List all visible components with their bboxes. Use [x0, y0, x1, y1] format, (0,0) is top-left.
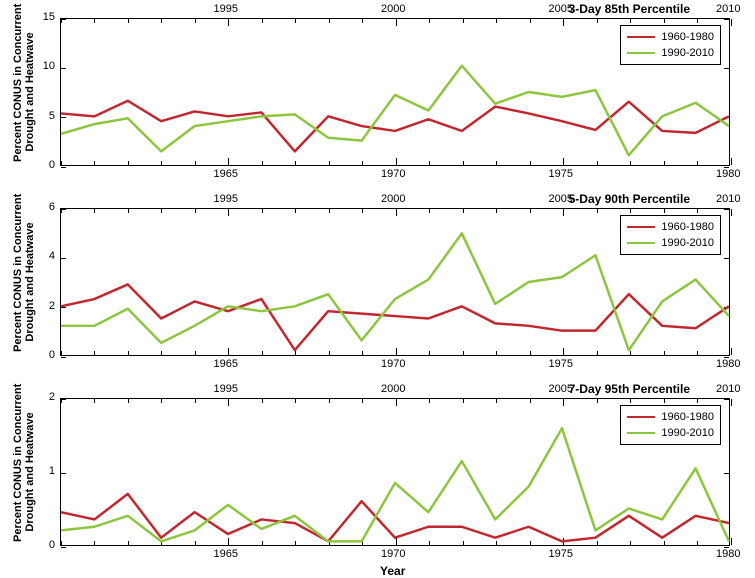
- x-top-tick-label: 2000: [381, 194, 405, 205]
- legend-label: 1990-2010: [661, 47, 714, 59]
- series-line: [61, 284, 729, 350]
- y-tick-label: 15: [25, 12, 55, 23]
- x-bottom-tick-label: 1980: [716, 549, 740, 560]
- panel-title: 5-Day 90th Percentile: [569, 192, 690, 206]
- x-bottom-tick-label: 1980: [716, 169, 740, 180]
- plot-area: 1960-1980 1990-2010: [60, 398, 730, 546]
- y-tick-label: 0: [25, 160, 55, 171]
- legend-label: 1960-1980: [661, 221, 714, 233]
- y-tick-label: 2: [25, 301, 55, 312]
- legend-label: 1960-1980: [661, 411, 714, 423]
- legend-item: 1990-2010: [627, 425, 714, 441]
- x-bottom-tick-label: 1965: [214, 549, 238, 560]
- x-bottom-tick-label: 1975: [549, 359, 573, 370]
- x-top-tick-label: 2005: [549, 194, 573, 205]
- y-tick-label: 1: [25, 466, 55, 477]
- x-top-tick-label: 2010: [716, 384, 740, 395]
- y-tick-label: 4: [25, 251, 55, 262]
- x-bottom-tick-label: 1975: [549, 169, 573, 180]
- legend: 1960-1980 1990-2010: [620, 25, 721, 65]
- y-tick-label: 6: [25, 202, 55, 213]
- series-line: [61, 101, 729, 152]
- x-bottom-tick-label: 1970: [381, 359, 405, 370]
- x-top-tick-label: 2010: [716, 4, 740, 15]
- x-bottom-tick-label: 1975: [549, 549, 573, 560]
- x-top-tick-label: 1995: [214, 384, 238, 395]
- series-line: [61, 494, 729, 541]
- legend-label: 1960-1980: [661, 31, 714, 43]
- plot-area: 1960-1980 1990-2010: [60, 208, 730, 356]
- panel-title: 7-Day 95th Percentile: [569, 382, 690, 396]
- plot-area: 1960-1980 1990-2010: [60, 18, 730, 166]
- legend: 1960-1980 1990-2010: [620, 405, 721, 445]
- y-tick-label: 2: [25, 392, 55, 403]
- legend: 1960-1980 1990-2010: [620, 215, 721, 255]
- y-tick-label: 0: [25, 540, 55, 551]
- legend-label: 1990-2010: [661, 427, 714, 439]
- x-top-tick-label: 2000: [381, 4, 405, 15]
- y-tick-label: 0: [25, 350, 55, 361]
- legend-swatch: [627, 432, 655, 434]
- x-top-tick-label: 2005: [549, 4, 573, 15]
- panel-p1: 1960-19801990-20103-Day 85th Percentile: [60, 18, 730, 166]
- x-bottom-tick-label: 1970: [381, 549, 405, 560]
- panel-p2: 1960-19801990-20105-Day 90th Percentile: [60, 208, 730, 356]
- x-top-tick-label: 2005: [549, 384, 573, 395]
- series-line: [61, 66, 729, 156]
- x-bottom-tick-label: 1980: [716, 359, 740, 370]
- legend-swatch: [627, 226, 655, 228]
- legend-swatch: [627, 52, 655, 54]
- legend-item: 1960-1980: [627, 219, 714, 235]
- legend-swatch: [627, 36, 655, 38]
- panel-p3: 1960-19801990-20107-Day 95th Percentile: [60, 398, 730, 546]
- legend-item: 1960-1980: [627, 409, 714, 425]
- x-bottom-tick-label: 1965: [214, 169, 238, 180]
- legend-label: 1990-2010: [661, 237, 714, 249]
- legend-swatch: [627, 242, 655, 244]
- chart-figure: 1960-1980 1990-2010 3-Day 85th Percentile P…: [0, 0, 755, 578]
- legend-item: 1960-1980: [627, 29, 714, 45]
- x-top-tick-label: 1995: [214, 4, 238, 15]
- series-line: [61, 428, 729, 541]
- y-tick-label: 10: [25, 61, 55, 72]
- x-bottom-tick-label: 1965: [214, 359, 238, 370]
- legend-swatch: [627, 416, 655, 418]
- legend-item: 1990-2010: [627, 235, 714, 251]
- y-axis-label: Percent CONUS in ConcurrentDrought and H…: [12, 212, 36, 352]
- y-tick-label: 5: [25, 111, 55, 122]
- panel-title: 3-Day 85th Percentile: [569, 2, 690, 16]
- legend-item: 1990-2010: [627, 45, 714, 61]
- x-bottom-tick-label: 1970: [381, 169, 405, 180]
- x-top-tick-label: 2010: [716, 194, 740, 205]
- x-axis-label: Year: [380, 564, 405, 578]
- y-axis-label: Percent CONUS in ConcurrentDrought and H…: [12, 22, 36, 162]
- x-top-tick-label: 1995: [214, 194, 238, 205]
- x-top-tick-label: 2000: [381, 384, 405, 395]
